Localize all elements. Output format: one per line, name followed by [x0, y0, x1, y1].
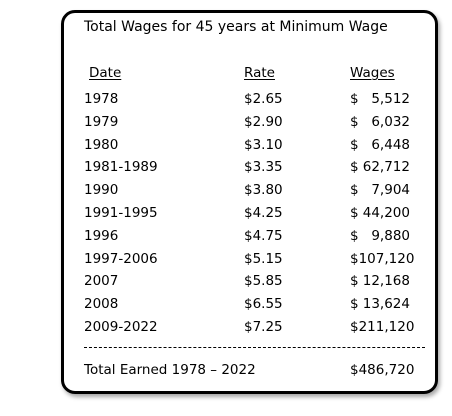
total-value: $486,720	[350, 362, 415, 378]
table-row: 2007 $5.85 $12,168	[64, 273, 435, 296]
row-wages: $6,032	[350, 114, 410, 130]
row-date: 1981-1989	[84, 159, 158, 176]
table-row: 1997-2006 $5.15 $107,120	[64, 251, 435, 274]
row-wages-currency: $	[350, 318, 359, 335]
row-wages-amount: 5,512	[371, 91, 410, 107]
row-wages-currency: $	[350, 273, 359, 290]
row-rate: $4.25	[244, 204, 283, 221]
row-wages: $44,200	[350, 205, 410, 221]
row-date: 1991-1995	[84, 204, 158, 221]
row-rate: $2.90	[244, 113, 283, 130]
row-rate: $2.65	[244, 91, 283, 107]
row-rate: $3.80	[244, 182, 283, 199]
row-wages-amount: 62,712	[362, 159, 410, 176]
row-wages-amount: 9,880	[371, 227, 410, 244]
row-rate: $5.85	[244, 273, 283, 290]
row-wages-amount: 6,448	[371, 136, 410, 153]
row-date: 2009-2022	[84, 318, 158, 335]
row-wages-currency: $	[350, 250, 359, 267]
table-rows: 1978 $2.65 $5,512 1979 $2.90 $6,032 1980…	[64, 91, 435, 342]
table-row: 1978 $2.65 $5,512	[64, 91, 435, 114]
row-date: 1978	[84, 91, 119, 107]
row-wages: $5,512	[350, 91, 410, 107]
row-wages: $13,624	[350, 296, 410, 312]
row-wages-currency: $	[350, 159, 359, 176]
row-date: 2007	[84, 273, 119, 290]
row-wages-amount: 107,120	[358, 250, 415, 267]
table-row: 1980 $3.10 $6,448	[64, 137, 435, 160]
table-row: 1981-1989 $3.35 $62,712	[64, 159, 435, 182]
row-wages-amount: 7,904	[371, 182, 410, 199]
column-header-date: Date	[89, 65, 122, 81]
dashed-divider	[84, 347, 425, 348]
table-title: Total Wages for 45 years at Minimum Wage	[84, 19, 388, 35]
column-header-wages: Wages	[350, 65, 395, 81]
row-rate: $3.35	[244, 159, 283, 176]
row-date: 1979	[84, 113, 119, 130]
wage-table-panel: Total Wages for 45 years at Minimum Wage…	[61, 10, 438, 394]
table-row: 2009-2022 $7.25 $211,120	[64, 319, 435, 342]
row-date: 1997-2006	[84, 250, 158, 267]
row-wages-amount: 12,168	[362, 273, 410, 290]
row-wages-currency: $	[350, 136, 359, 153]
table-row: 1991-1995 $4.25 $44,200	[64, 205, 435, 228]
row-wages-amount: 44,200	[362, 204, 410, 221]
row-wages: $12,168	[350, 273, 410, 289]
row-wages: $6,448	[350, 137, 410, 153]
row-date: 1996	[84, 227, 119, 244]
row-wages-currency: $	[350, 204, 359, 221]
table-row: 2008 $6.55 $13,624	[64, 296, 435, 319]
row-wages-amount: 211,120	[358, 318, 415, 335]
row-wages: $7,904	[350, 182, 410, 198]
total-label: Total Earned 1978 – 2022	[84, 362, 256, 378]
row-rate: $4.75	[244, 227, 283, 244]
row-wages: $62,712	[350, 159, 410, 175]
row-wages-currency: $	[350, 182, 359, 199]
row-date: 1990	[84, 182, 119, 199]
row-wages-currency: $	[350, 227, 359, 244]
row-wages: $107,120	[350, 250, 414, 267]
table-row: 1996 $4.75 $9,880	[64, 228, 435, 251]
row-rate: $6.55	[244, 296, 283, 313]
row-wages-currency: $	[350, 296, 359, 313]
table-row: 1979 $2.90 $6,032	[64, 114, 435, 137]
row-rate: $5.15	[244, 250, 283, 267]
table-row: 1990 $3.80 $7,904	[64, 182, 435, 205]
row-wages-currency: $	[350, 91, 359, 107]
column-header-rate: Rate	[244, 65, 275, 81]
row-wages-currency: $	[350, 113, 359, 130]
row-rate: $7.25	[244, 318, 283, 335]
row-rate: $3.10	[244, 136, 283, 153]
row-wages-amount: 6,032	[371, 113, 410, 130]
row-wages: $9,880	[350, 228, 410, 244]
row-date: 2008	[84, 296, 119, 313]
row-wages: $211,120	[350, 318, 414, 335]
row-wages-amount: 13,624	[362, 296, 410, 313]
row-date: 1980	[84, 136, 119, 153]
